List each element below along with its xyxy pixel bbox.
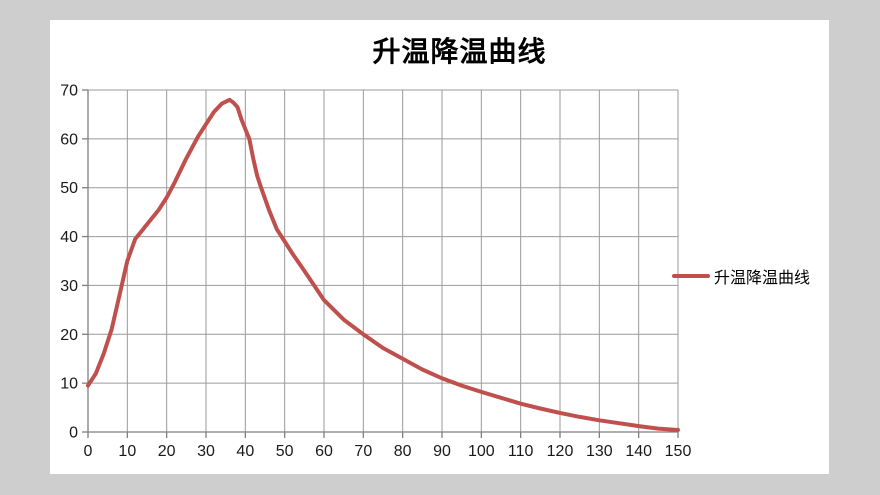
chart-object[interactable]: 0 10 20 30 40 50 60 70 80 90 100 110 120 130 140 150 0 10… xyxy=(50,20,829,474)
x-tick-label: 30 xyxy=(197,443,215,460)
legend-line-sample xyxy=(672,274,710,278)
y-tick-label: 10 xyxy=(60,376,78,393)
y-tick-label: 30 xyxy=(60,278,78,295)
x-tick-label: 50 xyxy=(276,443,294,460)
x-tick-label: 120 xyxy=(547,443,574,460)
y-tick-label: 20 xyxy=(60,327,78,344)
x-tick-label: 110 xyxy=(508,443,534,460)
x-tick-label: 90 xyxy=(433,443,451,460)
x-tick-label: 20 xyxy=(158,443,176,460)
series-line[interactable] xyxy=(86,97,680,432)
plot-area: 0 10 20 30 40 50 60 70 80 90 100 110 120 130 140 150 0 10… xyxy=(60,83,692,461)
x-tick-label: 80 xyxy=(394,443,412,460)
x-tick-label: 0 xyxy=(84,443,93,460)
y-tick-label: 0 xyxy=(69,425,78,442)
x-tick-label: 40 xyxy=(236,443,254,460)
x-tick-label: 10 xyxy=(118,443,136,460)
x-tick-label: 130 xyxy=(586,443,613,460)
y-tick-label: 60 xyxy=(60,131,78,148)
x-tick-label: 70 xyxy=(354,443,372,460)
chart-title[interactable]: 升温降温曲线 xyxy=(372,35,547,68)
x-tick-label: 150 xyxy=(665,443,692,460)
x-tick-label: 140 xyxy=(625,443,652,460)
y-tick-label: 40 xyxy=(60,229,78,246)
legend-label: 升温降温曲线 xyxy=(714,268,811,287)
y-tick-label: 50 xyxy=(60,180,78,197)
legend[interactable]: 升温降温曲线 xyxy=(672,264,810,288)
x-tick-label: 100 xyxy=(468,443,495,460)
x-tick-label: 60 xyxy=(315,443,333,460)
y-tick-label: 70 xyxy=(60,83,78,100)
